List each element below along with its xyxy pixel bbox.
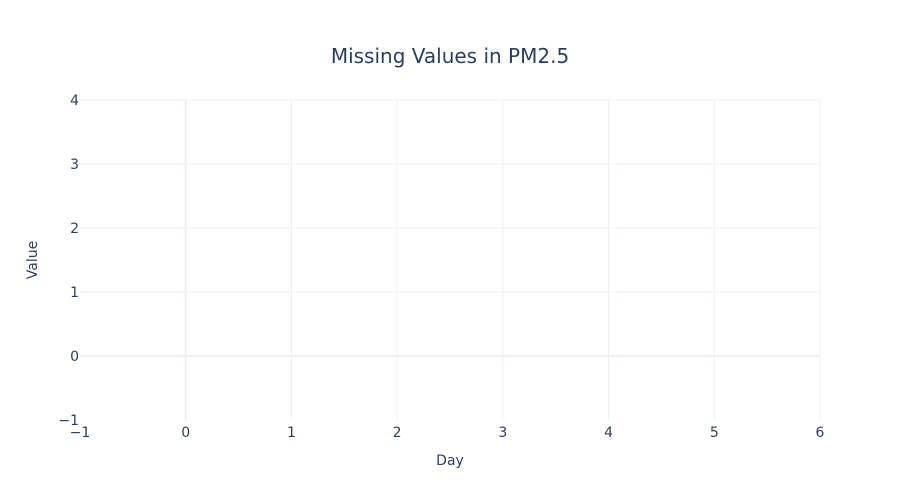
x-tick-label-0: −1: [70, 425, 91, 441]
y-tick-label-2: 1: [70, 285, 79, 301]
chart-title: Missing Values in PM2.5: [331, 44, 569, 68]
x-axis-title: Day: [436, 453, 464, 469]
x-tick-label-7: 6: [816, 425, 825, 441]
tick-layer: −1 0 1 2 3 4 5 6 −1 0 1 2 3 4: [58, 93, 824, 441]
y-axis-title: Value: [25, 241, 41, 279]
y-tick-label-0: −1: [58, 413, 79, 429]
x-tick-label-5: 4: [604, 425, 613, 441]
x-tick-label-2: 1: [287, 425, 296, 441]
y-tick-label-4: 3: [70, 157, 79, 173]
x-tick-label-3: 2: [393, 425, 402, 441]
x-tick-label-6: 5: [710, 425, 719, 441]
grid-layer: [80, 99, 821, 420]
y-tick-label-5: 4: [70, 93, 79, 109]
x-tick-label-1: 0: [181, 425, 190, 441]
y-tick-label-1: 0: [70, 349, 79, 365]
x-tick-label-4: 3: [498, 425, 507, 441]
y-tick-label-3: 2: [70, 221, 79, 237]
